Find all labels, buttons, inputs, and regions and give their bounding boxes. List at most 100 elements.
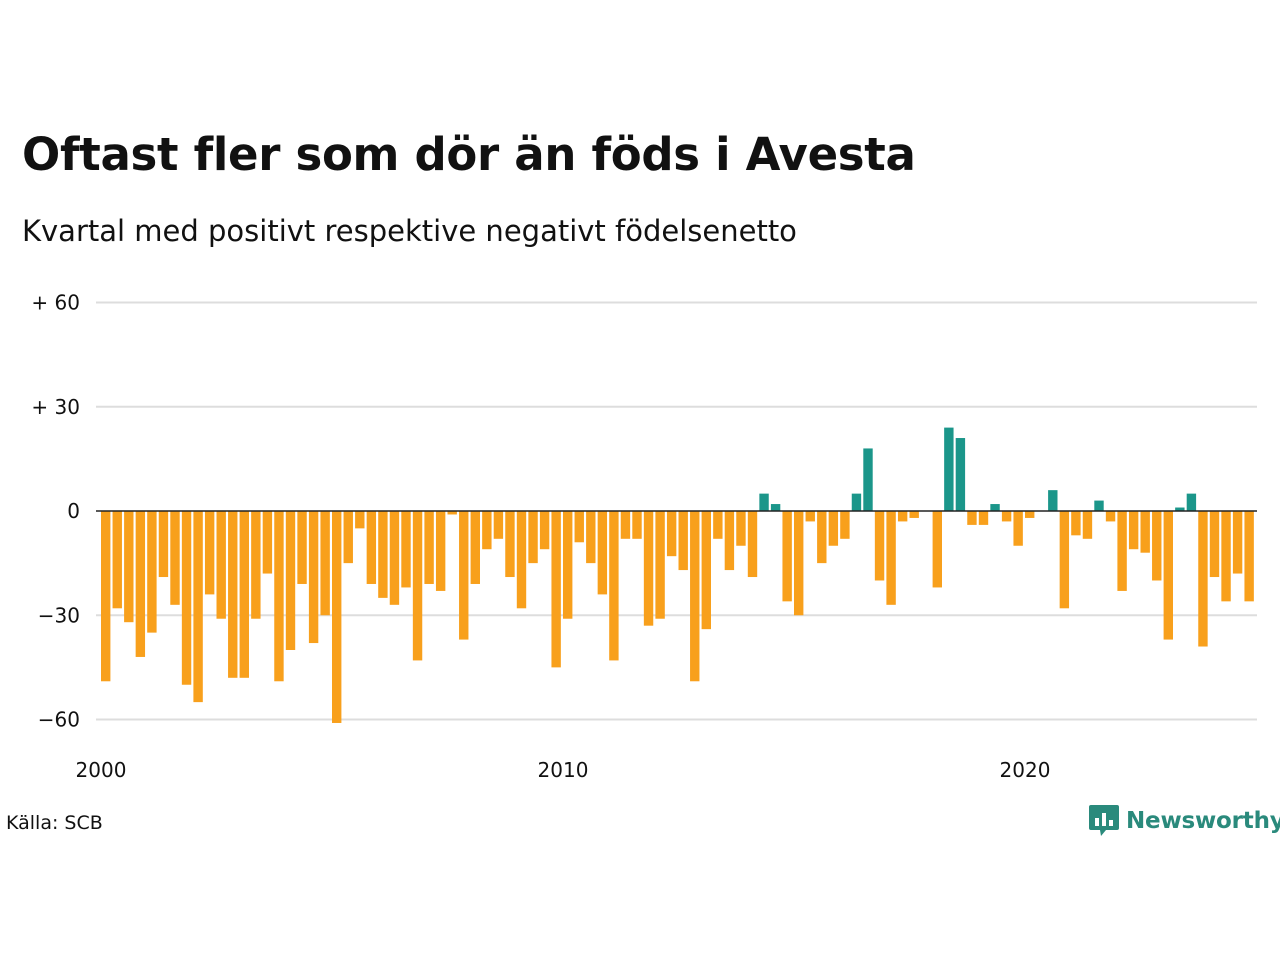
bar (805, 511, 815, 522)
bar (389, 511, 400, 605)
bar (909, 511, 919, 518)
bar (747, 511, 758, 578)
bar (655, 511, 665, 619)
bar (1025, 511, 1035, 518)
bar (794, 511, 804, 616)
bar (1152, 511, 1162, 581)
bar (447, 511, 457, 515)
source-note: Källa: SCB (6, 812, 103, 834)
bar (701, 511, 711, 630)
y-tick-label: −30 (38, 603, 80, 627)
bar (1163, 511, 1173, 640)
bar (181, 511, 192, 685)
bar (586, 511, 596, 564)
bar (724, 511, 735, 571)
bar (770, 504, 781, 511)
bar (886, 511, 896, 605)
bar (863, 448, 873, 511)
bar (262, 511, 273, 574)
bar (170, 511, 180, 605)
bar (216, 511, 226, 619)
y-tick-label: + 30 (31, 395, 80, 419)
bar (459, 511, 469, 640)
y-tick-label: + 60 (31, 291, 80, 315)
bar (135, 511, 146, 657)
bar (528, 511, 538, 564)
bar (274, 511, 284, 682)
bar (955, 438, 966, 511)
bar (124, 511, 134, 623)
bar (597, 511, 608, 595)
bar (666, 511, 677, 557)
bar (412, 511, 423, 661)
bar (678, 511, 688, 571)
bar (632, 511, 642, 539)
bar (932, 511, 942, 588)
bar (1140, 511, 1150, 553)
bar (285, 511, 296, 650)
bar (366, 511, 377, 584)
bar (690, 511, 700, 682)
bar (228, 511, 238, 678)
bar (978, 511, 989, 525)
bar (251, 511, 261, 619)
bar (343, 511, 353, 564)
bar (840, 511, 850, 539)
bar (1105, 511, 1116, 522)
chart-title: Oftast fler som dör än föds i Avesta (22, 128, 916, 181)
y-tick-label: 0 (67, 499, 80, 523)
bar (1048, 490, 1058, 511)
bar (1198, 511, 1208, 647)
bar (435, 511, 446, 591)
bar (239, 511, 249, 678)
bar (1221, 511, 1231, 602)
bar (1209, 511, 1220, 578)
bar (574, 511, 584, 543)
bar (101, 511, 111, 682)
bar (1128, 511, 1139, 550)
bar (482, 511, 492, 550)
bar (897, 511, 908, 522)
bar (378, 511, 388, 598)
logo-text: Newsworthy (1126, 808, 1280, 834)
bar (424, 511, 434, 584)
bar (401, 511, 411, 588)
bar (158, 511, 169, 578)
y-tick-label: −60 (38, 708, 80, 732)
bar (539, 511, 550, 550)
bar (355, 511, 365, 529)
bar (828, 511, 839, 546)
bar-chart: + 60 + 30 0 −30 −60 2000 2010 2020 (31, 291, 1257, 782)
bar (1013, 511, 1023, 546)
x-tick-label: 2000 (76, 758, 127, 782)
bar (493, 511, 504, 539)
bar (609, 511, 619, 661)
bar (505, 511, 515, 578)
y-axis-labels: + 60 + 30 0 −30 −60 (31, 291, 80, 732)
x-tick-label: 2010 (538, 758, 589, 782)
bar (1094, 500, 1104, 511)
bar (851, 493, 862, 511)
bar (944, 427, 954, 511)
bar (1117, 511, 1127, 591)
bar (193, 511, 203, 703)
bar (713, 511, 723, 539)
bar (112, 511, 122, 609)
chart-subtitle: Kvartal med positivt respektive negativt… (22, 214, 797, 248)
bar (551, 511, 561, 668)
bar (1059, 511, 1070, 609)
x-axis-labels: 2000 2010 2020 (76, 758, 1051, 782)
bar (643, 511, 654, 626)
bar (1001, 511, 1012, 522)
bar (332, 511, 342, 723)
bar (308, 511, 319, 644)
bar (967, 511, 977, 525)
x-tick-label: 2020 (1000, 758, 1051, 782)
bar (320, 511, 330, 616)
bar (620, 511, 631, 539)
bar (1244, 511, 1254, 602)
gridlines (96, 301, 1257, 721)
bar (759, 493, 769, 511)
bar (782, 511, 792, 602)
bar (817, 511, 827, 564)
